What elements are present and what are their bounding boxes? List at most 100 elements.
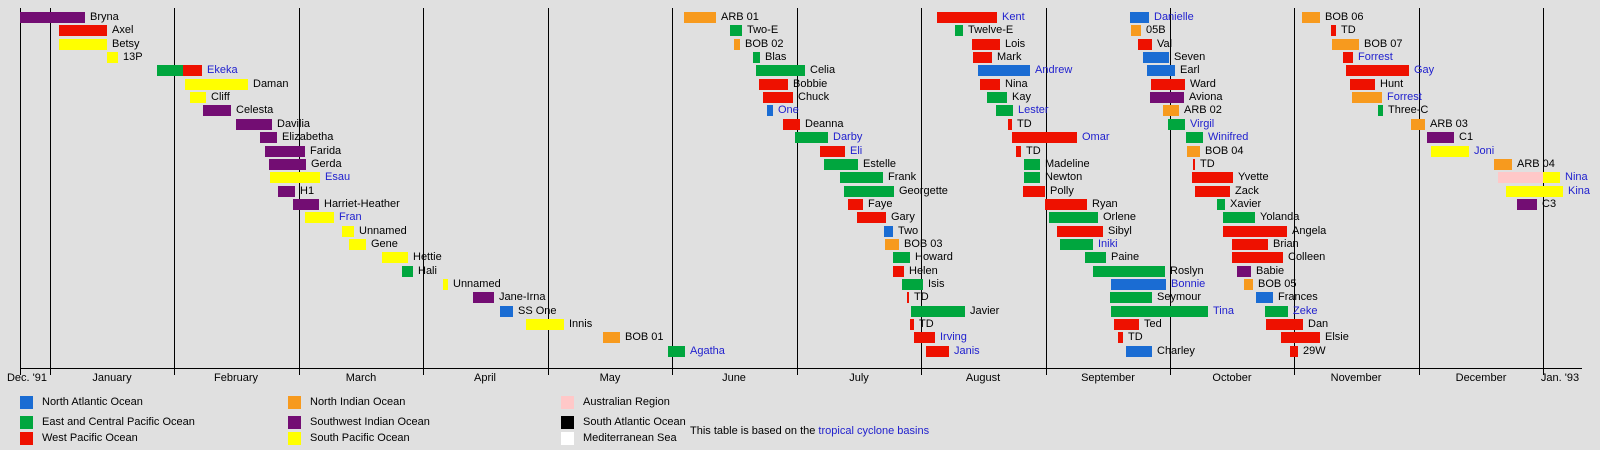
storm-label[interactable]: Esau <box>325 171 351 184</box>
storm-label[interactable]: Gay <box>1414 64 1435 77</box>
storm-bar <box>1130 12 1149 23</box>
storm-bar <box>1186 132 1203 144</box>
storm-bar <box>1193 158 1195 170</box>
storm-bar <box>443 279 448 290</box>
legend-label: Australian Region <box>583 396 670 408</box>
storm-label: Bobbie <box>793 77 828 90</box>
storm-label[interactable]: Forrest <box>1387 91 1422 104</box>
storm-bar <box>269 158 306 170</box>
storm-bar <box>1506 185 1563 197</box>
tropical-cyclone-basins-link[interactable]: tropical cyclone basins <box>818 425 930 437</box>
storm-label[interactable]: Bonnie <box>1171 278 1206 290</box>
legend-swatch-na <box>20 396 33 409</box>
storm-bar <box>980 78 1000 90</box>
storm-label: Orlene <box>1103 211 1137 224</box>
storm-bar <box>795 132 828 144</box>
storm-label[interactable]: Zeke <box>1293 304 1318 317</box>
storm-bar <box>767 105 773 117</box>
legend-label: East and Central Pacific Ocean <box>42 416 195 428</box>
storm-bar <box>1543 172 1560 184</box>
axis-tick <box>299 369 300 375</box>
storm-bar <box>603 332 620 344</box>
storm-label: ARB 03 <box>1430 117 1468 130</box>
storm-bar <box>1163 105 1179 117</box>
storm-bar <box>1192 172 1233 184</box>
storm-label: BOB 05 <box>1258 278 1297 290</box>
storm-label: H1 <box>300 184 315 197</box>
storm-label[interactable]: Agatha <box>690 344 725 357</box>
storm-label: Hettie <box>413 251 442 264</box>
month-gridline <box>548 8 549 368</box>
storm-label: BOB 07 <box>1364 37 1403 50</box>
storm-label: TD <box>1200 157 1215 170</box>
storm-label[interactable]: Ekeka <box>207 64 238 77</box>
storm-label[interactable]: Fran <box>339 211 362 224</box>
storm-label[interactable]: Tina <box>1213 304 1234 317</box>
month-label: March <box>345 372 377 384</box>
legend-swatch-ni <box>288 396 301 409</box>
storm-label[interactable]: Lester <box>1018 104 1049 117</box>
storm-label: Blas <box>765 51 787 64</box>
storm-label[interactable]: Janis <box>954 344 980 357</box>
month-gridline <box>1294 8 1295 368</box>
storm-bar <box>1498 172 1543 184</box>
month-label: July <box>849 372 869 384</box>
storm-label: Ward <box>1190 77 1216 90</box>
storm-label: Unnamed <box>359 224 407 237</box>
storm-label[interactable]: Kina <box>1568 184 1591 197</box>
storm-bar <box>753 52 760 64</box>
storm-bar <box>783 118 800 130</box>
storm-bar <box>59 25 107 37</box>
storm-bar <box>1350 78 1375 90</box>
storm-label[interactable]: Irving <box>940 331 967 344</box>
legend-label: South Atlantic Ocean <box>583 416 686 428</box>
storm-label[interactable]: Kent <box>1002 11 1025 23</box>
storm-bar <box>1232 238 1268 250</box>
storm-label: Jane-Irna <box>499 291 546 304</box>
storm-bar <box>756 65 805 77</box>
storm-bar <box>996 105 1013 117</box>
storm-bar <box>236 118 272 130</box>
storm-label[interactable]: Nina <box>1565 171 1588 184</box>
storm-label[interactable]: Andrew <box>1035 64 1073 77</box>
storm-label: Davilia <box>277 117 311 130</box>
axis-tick <box>1170 369 1171 375</box>
storm-label: BOB 01 <box>625 331 664 344</box>
storm-label[interactable]: Iniki <box>1098 237 1118 250</box>
storm-bar <box>684 12 716 23</box>
storm-bar <box>1024 172 1040 184</box>
storm-label[interactable]: One <box>778 104 799 117</box>
storm-label: Yolanda <box>1260 211 1300 224</box>
storm-label: Three-C <box>1388 104 1429 117</box>
storm-bar <box>1346 65 1409 77</box>
axis-tick <box>548 369 549 375</box>
legend-swatch-ep <box>20 416 33 429</box>
storm-label[interactable]: Virgil <box>1190 117 1215 130</box>
storm-label: Mark <box>997 51 1022 64</box>
storm-label: Hali <box>418 264 437 277</box>
storm-bar <box>820 145 845 157</box>
storm-label: 05B <box>1146 24 1166 37</box>
storm-bar <box>910 319 914 331</box>
storm-label: Aviona <box>1189 91 1223 104</box>
storm-label: Zack <box>1235 184 1259 197</box>
storm-bar <box>293 198 319 210</box>
storm-label[interactable]: Forrest <box>1358 51 1393 64</box>
storm-label[interactable]: Omar <box>1082 131 1110 144</box>
storm-label[interactable]: Joni <box>1474 144 1495 157</box>
storm-label: Celesta <box>236 104 274 117</box>
storm-bar <box>914 332 935 344</box>
storm-bar <box>1049 212 1098 224</box>
month-label: October <box>1212 372 1252 384</box>
storm-label[interactable]: Danielle <box>1154 11 1194 23</box>
storm-label[interactable]: Darby <box>833 131 863 144</box>
storm-label[interactable]: Winifred <box>1208 131 1249 144</box>
storm-bar <box>1138 38 1152 50</box>
storm-label: Dan <box>1308 318 1329 331</box>
storm-label: BOB 06 <box>1325 11 1364 23</box>
storm-label: C3 <box>1542 197 1557 210</box>
storm-label: Angela <box>1292 224 1327 237</box>
storm-label[interactable]: Eli <box>850 144 863 157</box>
storm-bar <box>1427 132 1454 144</box>
storm-label: C1 <box>1459 131 1474 144</box>
